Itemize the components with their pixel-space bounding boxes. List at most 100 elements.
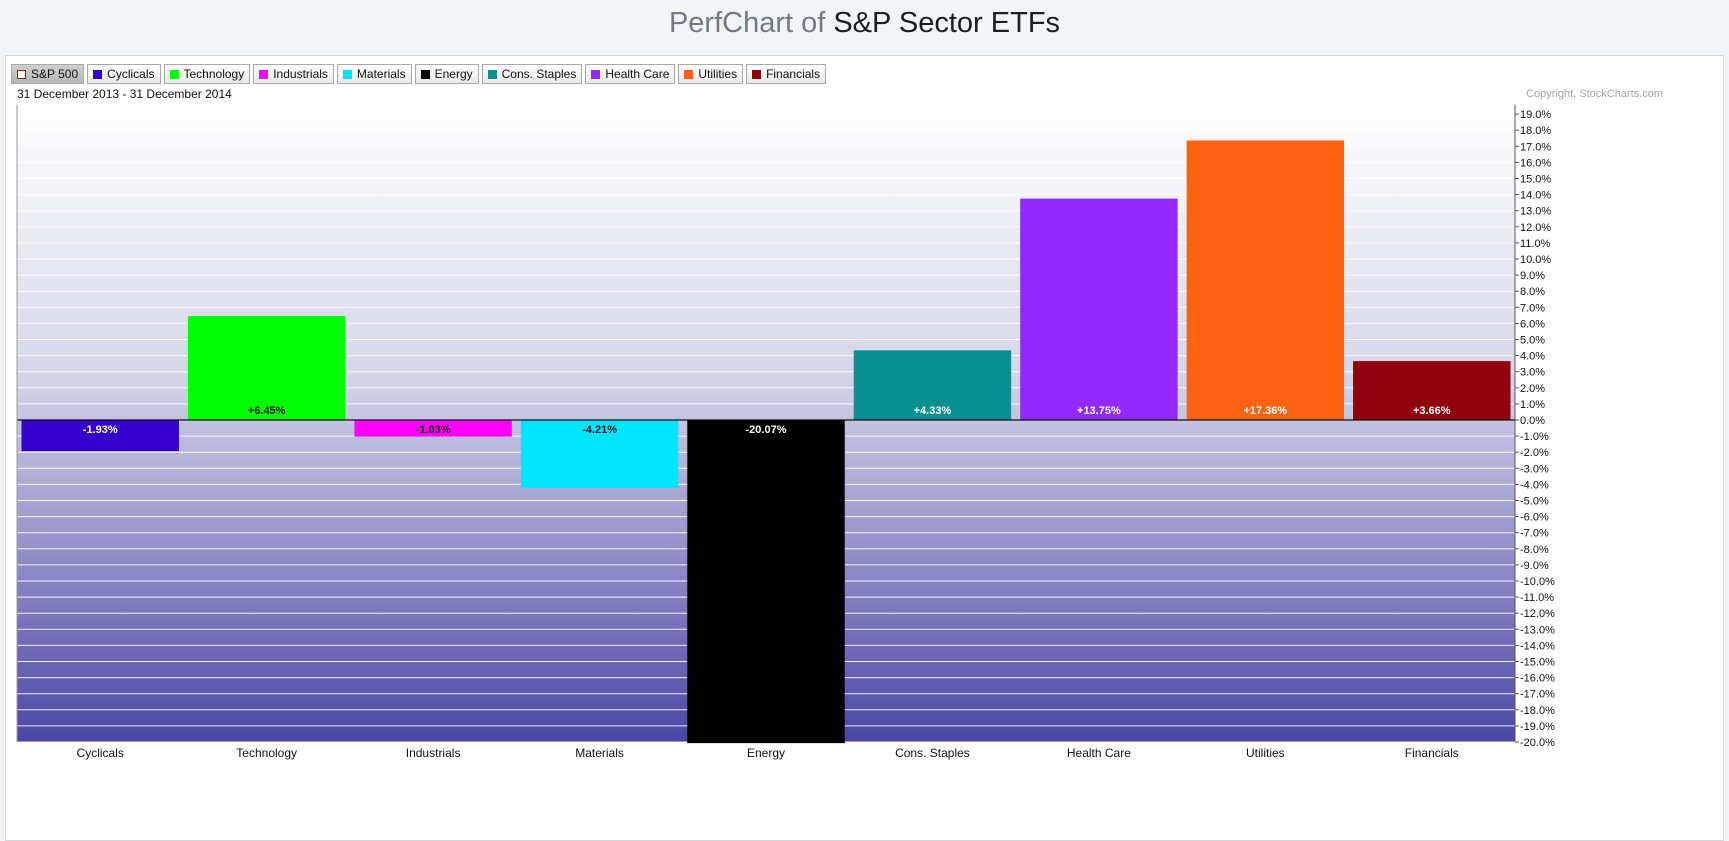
x-tick-label: Cons. Staples — [895, 746, 970, 760]
legend-swatch — [752, 69, 762, 79]
y-tick-label: 15.0% — [1520, 174, 1551, 186]
bar — [853, 350, 1012, 420]
data-label: +6.45% — [248, 405, 286, 417]
x-tick-label: Technology — [236, 746, 297, 760]
legend-swatch — [487, 69, 497, 79]
legend-swatch — [684, 69, 694, 79]
bar — [187, 316, 346, 420]
x-tick-label: Utilities — [1246, 746, 1285, 760]
legend-item-financials[interactable]: Financials — [746, 64, 827, 84]
x-tick-label: Cyclicals — [77, 746, 124, 760]
legend-item-sp500[interactable]: S&P 500 — [11, 64, 85, 84]
legend-swatch — [169, 69, 179, 79]
legend-item-energy[interactable]: Energy — [414, 64, 479, 84]
date-range: 31 December 2013 - 31 December 2014 — [17, 87, 232, 101]
y-tick-label: 2.0% — [1520, 383, 1545, 395]
y-tick-label: 18.0% — [1520, 125, 1551, 137]
y-tick-label: 8.0% — [1520, 286, 1545, 298]
legend-label: Technology — [183, 67, 245, 81]
y-tick-label: -10.0% — [1520, 576, 1555, 588]
data-label: -1.93% — [83, 424, 118, 436]
bar — [21, 420, 179, 452]
y-tick-label: 0.0% — [1520, 415, 1545, 427]
data-label: -4.21% — [582, 424, 617, 436]
y-tick-label: 10.0% — [1520, 254, 1551, 266]
perf-bar-chart: -1.93% +6.45% -1.03% -4.21% -20.07% +4.33% +13… — [16, 104, 1555, 760]
y-tick-label: -6.0% — [1520, 512, 1549, 524]
legend-swatch — [93, 69, 103, 79]
y-tick-label: 3.0% — [1520, 367, 1545, 379]
bar — [354, 420, 512, 437]
y-tick-label: -3.0% — [1520, 463, 1549, 475]
legend-label: Industrials — [273, 67, 328, 81]
x-tick-label: Health Care — [1067, 746, 1131, 760]
x-axis: Cyclicals Technology Industrials Materials E… — [77, 746, 1459, 760]
y-tick-label: 1.0% — [1520, 399, 1545, 411]
legend-label: Materials — [356, 67, 406, 81]
y-tick-label: -12.0% — [1520, 608, 1555, 620]
legend-label: Energy — [434, 67, 473, 81]
legend-swatch — [420, 69, 430, 79]
y-tick-label: -16.0% — [1520, 673, 1555, 685]
legend-item-technology[interactable]: Technology — [163, 64, 251, 84]
chart-panel: S&P 500 Cyclicals Technology Industrials… — [5, 55, 1724, 841]
y-tick-label: 12.0% — [1520, 222, 1551, 234]
data-label: +17.36% — [1243, 405, 1287, 417]
y-tick-label: -9.0% — [1520, 560, 1549, 572]
bar — [520, 420, 679, 488]
y-tick-label: -11.0% — [1520, 592, 1554, 604]
data-label: -20.07% — [746, 424, 787, 436]
data-label: +3.66% — [1413, 405, 1451, 417]
y-tick-label: 5.0% — [1520, 335, 1545, 347]
bars: -1.93% +6.45% -1.03% -4.21% -20.07% +4.33% +13… — [21, 140, 1511, 744]
data-label: -1.03% — [416, 424, 451, 436]
x-tick-label: Industrials — [406, 746, 461, 760]
y-tick-label: 6.0% — [1520, 318, 1545, 330]
legend-item-cyclicals[interactable]: Cyclicals — [87, 64, 161, 84]
y-tick-label: -8.0% — [1520, 544, 1549, 556]
legend-swatch — [17, 69, 26, 79]
legend-item-utilities[interactable]: Utilities — [678, 64, 744, 84]
bar — [1353, 361, 1511, 420]
legend-swatch — [591, 69, 601, 79]
y-tick-label: -18.0% — [1520, 705, 1555, 717]
y-tick-label: -4.0% — [1520, 479, 1549, 491]
y-tick-label: -14.0% — [1520, 640, 1555, 652]
y-tick-label: -15.0% — [1520, 657, 1555, 669]
legend-label: Cyclicals — [107, 67, 155, 81]
legend-item-industrials[interactable]: Industrials — [253, 64, 334, 84]
legend-label: Health Care — [605, 67, 670, 81]
legend-item-materials[interactable]: Materials — [336, 64, 412, 84]
y-tick-label: 14.0% — [1520, 190, 1551, 202]
y-tick-label: 13.0% — [1520, 206, 1551, 218]
title-prefix: PerfChart of — [668, 7, 826, 39]
y-axis: 19.0% 18.0% 17.0% 16.0% 15.0% 14.0% 13.0% 12.0%… — [1515, 109, 1555, 749]
x-tick-label: Energy — [747, 746, 785, 760]
copyright-notice: Copyright, StockCharts.com — [1526, 88, 1663, 100]
y-tick-label: 7.0% — [1520, 302, 1545, 314]
y-tick-label: -7.0% — [1520, 528, 1549, 540]
legend-label: Financials — [766, 67, 821, 81]
data-label: +4.33% — [914, 405, 952, 417]
y-tick-label: -5.0% — [1520, 496, 1549, 508]
legend-item-health-care[interactable]: Health Care — [585, 64, 676, 84]
x-tick-label: Financials — [1405, 746, 1459, 760]
legend-label: S&P 500 — [31, 67, 79, 81]
legend-label: Cons. Staples — [501, 67, 577, 81]
legend-bar: S&P 500 Cyclicals Technology Industrials… — [11, 64, 827, 86]
legend-swatch — [259, 69, 269, 79]
bar — [687, 420, 845, 744]
legend-label: Utilities — [698, 67, 738, 81]
y-tick-label: -13.0% — [1520, 624, 1555, 636]
y-tick-label: 16.0% — [1520, 157, 1551, 169]
y-tick-label: -17.0% — [1520, 689, 1555, 701]
y-tick-label: -19.0% — [1520, 721, 1555, 733]
y-tick-label: 17.0% — [1520, 141, 1551, 153]
legend-swatch — [342, 69, 352, 79]
bar — [1020, 198, 1178, 420]
y-tick-label: 9.0% — [1520, 270, 1545, 282]
y-tick-label: 4.0% — [1520, 351, 1545, 363]
y-tick-label: -20.0% — [1520, 737, 1555, 749]
title-main: S&P Sector ETFs — [833, 7, 1061, 39]
legend-item-cons-staples[interactable]: Cons. Staples — [481, 64, 583, 84]
